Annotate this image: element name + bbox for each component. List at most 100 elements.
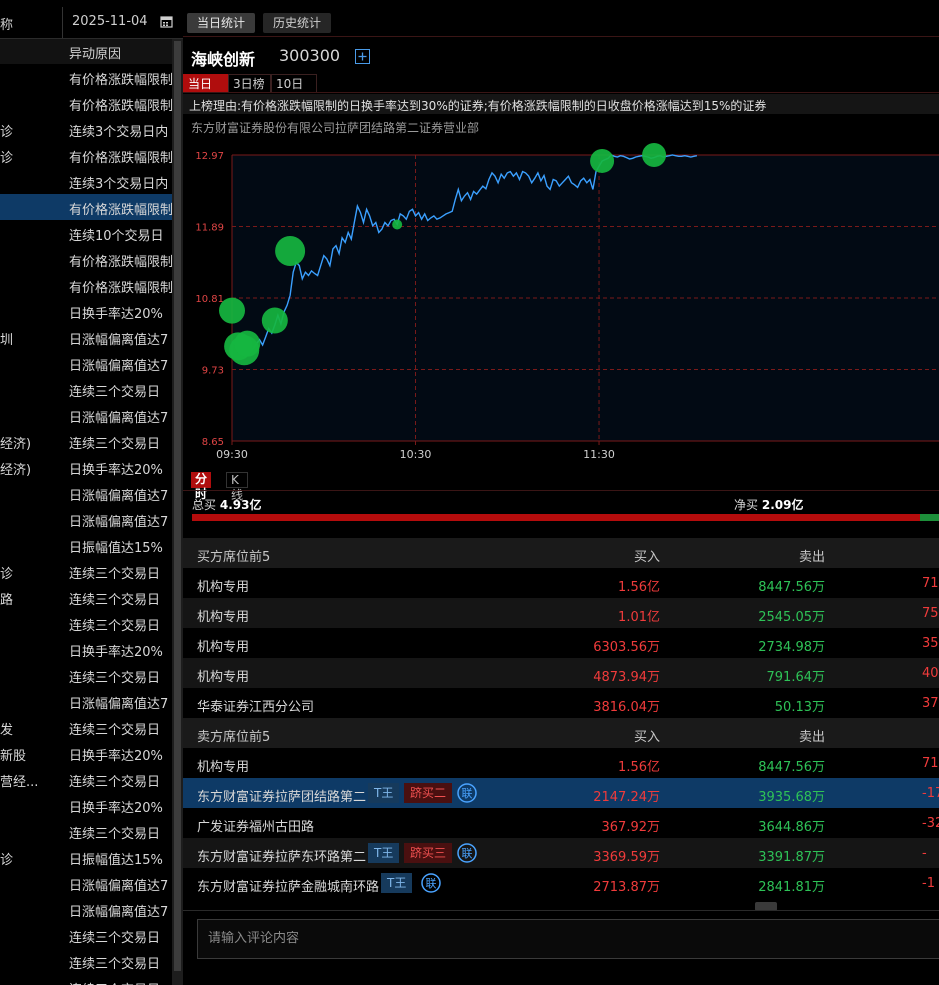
left-scrollbar[interactable] (172, 39, 183, 985)
table-row[interactable]: 机构专用 1.56亿 8447.56万 71 (183, 568, 939, 598)
seat-name[interactable]: 华泰证券江西分公司 (197, 700, 315, 715)
net-amount: 71 (922, 576, 939, 591)
table-row[interactable]: 东方财富证券拉萨东环路第二 T王 跻买三联 3369.59万 3391.87万 - (183, 838, 939, 868)
add-watchlist-icon[interactable] (355, 49, 370, 64)
tab-rank-3day[interactable]: 3日榜 (228, 74, 271, 93)
comment-input[interactable] (208, 931, 808, 946)
seat-name[interactable]: 东方财富证券拉萨金融城南环路 (197, 880, 380, 895)
tab-today-stats[interactable]: 当日统计 (187, 13, 256, 33)
left-scrollbar-thumb[interactable] (174, 41, 181, 971)
list-item[interactable]: 连续三个交易日 (0, 610, 172, 636)
tag-t-king[interactable]: T王 (368, 783, 400, 803)
trade-marker (590, 148, 615, 173)
list-item-reason: 连续三个交易日 (69, 437, 161, 452)
list-item[interactable]: 连续三个交易日 (0, 818, 172, 844)
tag-rank[interactable]: 跻买三 (404, 843, 453, 863)
table-row[interactable]: 机构专用 6303.56万 2734.98万 35 (183, 628, 939, 658)
list-item[interactable]: 日涨幅偏离值达7 (0, 480, 172, 506)
list-item[interactable]: 连续三个交易日 (0, 974, 172, 985)
list-item-reason: 连续10个交易日 (69, 229, 164, 244)
table-row[interactable]: 机构专用 1.01亿 2545.05万 75 (183, 598, 939, 628)
list-item[interactable]: 日换手率达20% (0, 636, 172, 662)
calendar-icon[interactable] (160, 15, 173, 28)
list-item[interactable]: 诊 连续3个交易日内 (0, 116, 172, 142)
comment-box[interactable] (197, 919, 939, 959)
list-item[interactable]: 有价格涨跌幅限制 (0, 64, 172, 90)
list-item[interactable]: 日涨幅偏离值达7 (0, 350, 172, 376)
date-picker[interactable]: 2025-11-04 (62, 7, 183, 38)
table-section-header: 卖方席位前5 买入 卖出 (183, 718, 939, 748)
main-panel: 当日统计 历史统计 海峡创新 300300 当日榜 3日榜 10日榜 上榜理由:… (183, 0, 939, 985)
list-item-name: 经济) (0, 463, 32, 478)
table-row[interactable]: 机构专用 1.56亿 8447.56万 71 (183, 748, 939, 778)
seat-name[interactable]: 机构专用 (197, 640, 250, 655)
list-item[interactable]: 经济) 连续三个交易日 (0, 428, 172, 454)
list-item[interactable]: 连续3个交易日内 (0, 168, 172, 194)
tab-rank-10day[interactable]: 10日榜 (271, 74, 317, 109)
list-item[interactable]: 诊 日振幅值达15% (0, 844, 172, 870)
sell-column-header: 卖出 (798, 730, 825, 745)
tab-intraday[interactable]: 分时 (191, 472, 212, 501)
collapse-handle[interactable] (755, 902, 777, 911)
list-item[interactable]: 日振幅值达15% (0, 532, 172, 558)
list-item[interactable]: 路 连续三个交易日 (0, 584, 172, 610)
list-item[interactable]: 日换手率达20% (0, 792, 172, 818)
seat-name[interactable]: 机构专用 (197, 760, 250, 775)
net-buy: 净买 2.09亿 (734, 496, 803, 513)
reason-column-header[interactable]: 异动原因 (69, 47, 122, 62)
linked-seat-icon[interactable]: 联 (421, 873, 441, 893)
tag-t-king[interactable]: T王 (368, 843, 400, 863)
tag-t-king[interactable]: T王 (381, 873, 413, 893)
table-row[interactable]: 广发证券福州古田路 367.92万 3644.86万 -32 (183, 808, 939, 838)
list-item[interactable]: 圳 日涨幅偏离值达7 (0, 324, 172, 350)
tab-rank-today[interactable]: 当日榜 (183, 74, 228, 109)
linked-seat-icon[interactable]: 联 (457, 843, 477, 863)
list-item[interactable]: 经济) 日换手率达20% (0, 454, 172, 480)
list-item[interactable]: 营经... 连续三个交易日 (0, 766, 172, 792)
seat-name[interactable]: 机构专用 (197, 670, 250, 685)
list-item[interactable]: 日涨幅偏离值达7 (0, 896, 172, 922)
tag-rank[interactable]: 跻买二 (404, 783, 453, 803)
list-item-reason: 有价格涨跌幅限制 (69, 281, 172, 296)
seat-name[interactable]: 机构专用 (197, 610, 250, 625)
list-item[interactable]: 连续三个交易日 (0, 376, 172, 402)
tab-history-stats[interactable]: 历史统计 (263, 13, 332, 33)
tab-kline[interactable]: K线 (226, 472, 248, 502)
list-item[interactable]: 连续10个交易日 (0, 220, 172, 246)
list-item[interactable]: 有价格涨跌幅限制 (0, 272, 172, 298)
net-buy-label: 净买 (734, 498, 759, 512)
list-item[interactable]: 日换手率达20% (0, 298, 172, 324)
seat-name[interactable]: 东方财富证券拉萨团结路第二 (197, 790, 367, 805)
list-item[interactable]: 连续三个交易日 (0, 948, 172, 974)
seat-name[interactable]: 广发证券福州古田路 (197, 820, 315, 835)
list-item-reason: 日换手率达20% (69, 749, 163, 764)
seat-name[interactable]: 机构专用 (197, 580, 250, 595)
list-item[interactable]: 发 连续三个交易日 (0, 714, 172, 740)
list-item[interactable]: 日涨幅偏离值达7 (0, 870, 172, 896)
table-row[interactable]: 东方财富证券拉萨金融城南环路 T王联 2713.87万 2841.81万 -1 (183, 868, 939, 898)
list-item[interactable]: 新股 日换手率达20% (0, 740, 172, 766)
table-row[interactable]: 机构专用 4873.94万 791.64万 40 (183, 658, 939, 688)
list-item[interactable]: 日涨幅偏离值达7 (0, 688, 172, 714)
list-item[interactable]: 日涨幅偏离值达7 (0, 402, 172, 428)
list-item[interactable]: 有价格涨跌幅限制 (0, 194, 172, 220)
seat-name[interactable]: 东方财富证券拉萨东环路第二 (197, 850, 367, 865)
list-item[interactable]: 有价格涨跌幅限制 (0, 246, 172, 272)
list-item[interactable]: 日涨幅偏离值达7 (0, 506, 172, 532)
list-item[interactable]: 连续三个交易日 (0, 662, 172, 688)
list-item-reason: 日涨幅偏离值达7 (69, 489, 169, 504)
buy-sell-ratio-bar (192, 514, 939, 521)
list-item[interactable]: 连续三个交易日 (0, 922, 172, 948)
net-amount: 75 (922, 606, 939, 621)
list-item[interactable]: 诊 有价格涨跌幅限制 (0, 142, 172, 168)
linked-seat-icon[interactable]: 联 (457, 783, 477, 803)
list-item[interactable]: 有价格涨跌幅限制 (0, 90, 172, 116)
list-item-reason: 连续三个交易日 (69, 957, 161, 972)
table-row[interactable]: 华泰证券江西分公司 3816.04万 50.13万 37 (183, 688, 939, 718)
list-item-name: 诊 (0, 567, 14, 582)
date-value[interactable]: 2025-11-04 (72, 14, 148, 29)
name-column-header[interactable]: 称 (0, 18, 14, 33)
list-item[interactable]: 诊 连续三个交易日 (0, 558, 172, 584)
